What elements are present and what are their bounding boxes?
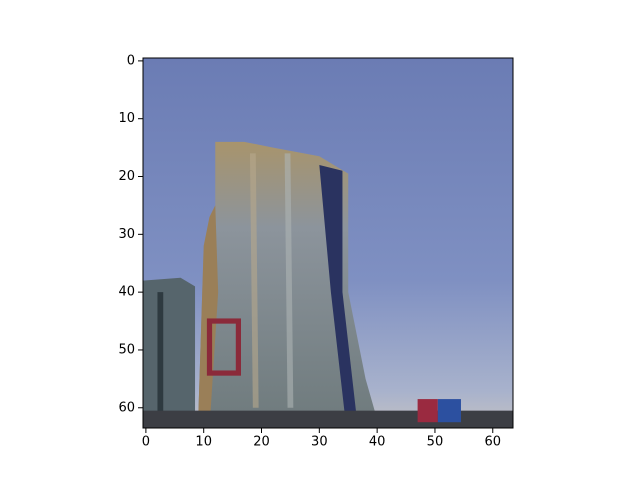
x-tick-label: 10: [195, 435, 212, 450]
left-building: [143, 277, 196, 428]
blue-vehicle: [437, 399, 461, 423]
y-tick-label: 60: [118, 400, 135, 415]
y-tick-label: 40: [118, 285, 135, 300]
tower-dark-side: [319, 164, 357, 420]
x-tick-label: 20: [253, 435, 270, 450]
y-tick-label: 50: [118, 342, 135, 357]
left-building-stripe: [157, 292, 164, 420]
tower-edge: [197, 205, 219, 428]
x-tick-label: 40: [369, 435, 386, 450]
x-tick-label: 60: [484, 435, 501, 450]
axes-frame: [142, 57, 514, 429]
y-tick-label: 10: [118, 111, 135, 126]
x-tick-label: 30: [311, 435, 328, 450]
x-tick-label: 50: [427, 435, 444, 450]
y-tick-label: 0: [127, 53, 135, 68]
red-vehicle: [417, 399, 438, 423]
tower-stripe: [284, 153, 294, 408]
y-tick-label: 30: [118, 227, 135, 242]
x-tick-label: 0: [142, 435, 150, 450]
image: [143, 58, 513, 428]
red-sign: [206, 318, 241, 376]
y-tick-label: 20: [118, 169, 135, 184]
tower-stripe: [249, 153, 259, 408]
